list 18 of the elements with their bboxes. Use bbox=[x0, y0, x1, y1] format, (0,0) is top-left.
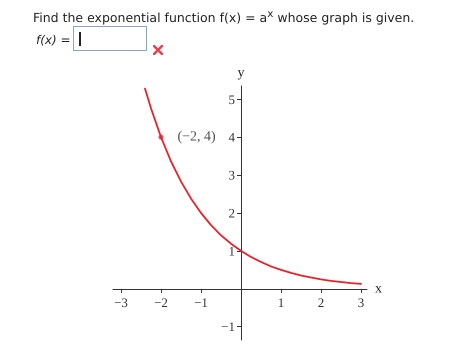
y-axis-title: y bbox=[238, 66, 244, 80]
y-tick-label: 5 bbox=[228, 92, 235, 107]
x-tick-label: −2 bbox=[154, 294, 168, 310]
x-tick-label: 3 bbox=[358, 294, 364, 310]
x-axis-title: x bbox=[375, 281, 382, 296]
y-tick-label: 2 bbox=[228, 206, 235, 220]
x-tick-label: 1 bbox=[278, 294, 284, 310]
line-series bbox=[144, 88, 362, 285]
x-tick-label: −3 bbox=[114, 294, 128, 310]
chart-title: Find the exponential function f(x) = a$^{x}$ whose graph is given. bbox=[33, 8, 414, 26]
x-tick-label: −1 bbox=[194, 294, 208, 310]
y-tick-label: 1 bbox=[228, 243, 235, 258]
y-tick-label: 4 bbox=[228, 130, 236, 145]
text: f(x) = bbox=[36, 33, 71, 47]
y-tick-label: −1 bbox=[221, 319, 235, 334]
y-tick-label: 3 bbox=[228, 168, 235, 183]
x-tick-label: 2 bbox=[318, 294, 324, 310]
annotation: (−2, 4) bbox=[178, 130, 216, 145]
